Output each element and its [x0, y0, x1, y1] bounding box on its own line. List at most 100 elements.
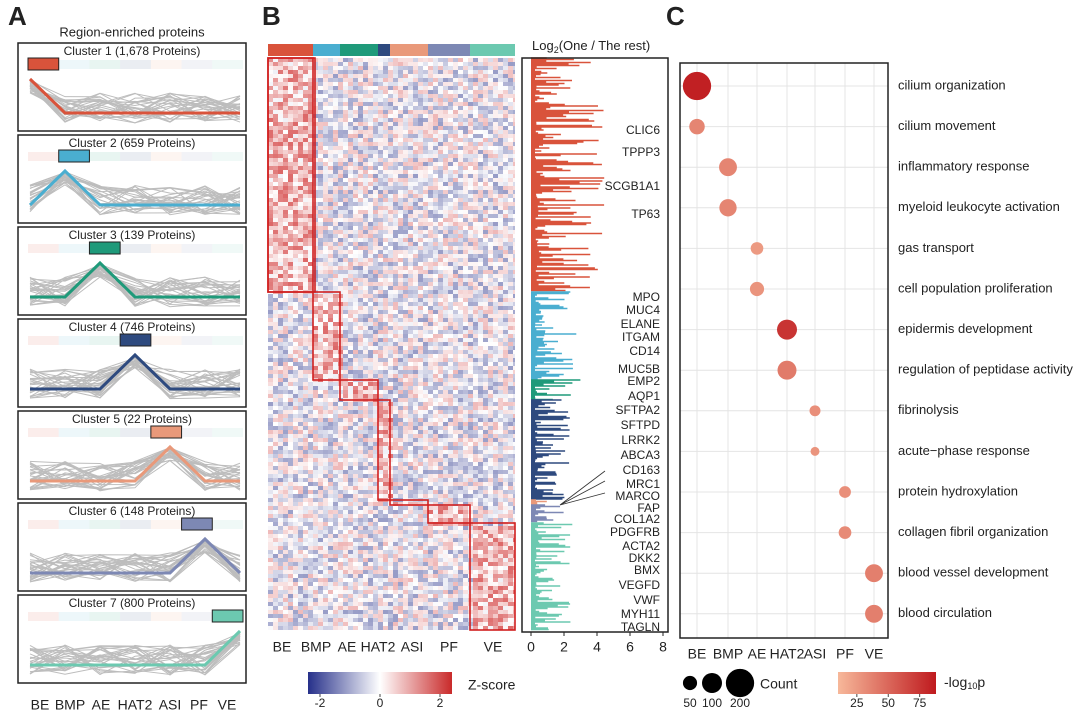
heatmap-cell — [473, 274, 478, 278]
heatmap-cell — [293, 326, 298, 330]
region-strip — [212, 520, 243, 529]
heatmap-cell — [273, 294, 278, 298]
heatmap-cell — [453, 402, 458, 406]
heatmap-cell — [453, 142, 458, 146]
heatmap-cell — [343, 126, 348, 130]
heatmap-cell — [418, 66, 423, 70]
heatmap-cell — [348, 430, 353, 434]
heatmap-cell — [268, 410, 273, 414]
heatmap-cell — [388, 290, 393, 294]
heatmap-cell — [418, 210, 423, 214]
heatmap-cell — [498, 254, 503, 258]
heatmap-cell — [418, 270, 423, 274]
heatmap-cell — [398, 106, 403, 110]
heatmap-cell — [473, 314, 478, 318]
heatmap-cell — [438, 94, 443, 98]
heatmap-cell — [273, 394, 278, 398]
heatmap-cell — [503, 290, 508, 294]
heatmap-cell — [488, 214, 493, 218]
heatmap-cell — [423, 266, 428, 270]
heatmap-cell — [473, 282, 478, 286]
heatmap-cell — [378, 410, 383, 414]
heatmap-cell — [368, 302, 373, 306]
heatmap-cell — [353, 230, 358, 234]
heatmap-cell — [503, 342, 508, 346]
heatmap-cell — [328, 298, 333, 302]
heatmap-cell — [323, 210, 328, 214]
heatmap-cell — [353, 322, 358, 326]
heatmap-cell — [303, 122, 308, 126]
heatmap-cell — [478, 262, 483, 266]
heatmap-cell — [413, 282, 418, 286]
heatmap-cell — [483, 286, 488, 290]
heatmap-cell — [303, 350, 308, 354]
heatmap-cell — [438, 406, 443, 410]
heatmap-cell — [348, 242, 353, 246]
heatmap-cell — [393, 122, 398, 126]
heatmap-cell — [298, 94, 303, 98]
heatmap-cell — [473, 390, 478, 394]
heatmap-cell — [338, 82, 343, 86]
heatmap-cell — [268, 374, 273, 378]
heatmap-cell — [498, 382, 503, 386]
heatmap-cell — [443, 158, 448, 162]
heatmap-cell — [278, 318, 283, 322]
heatmap-cell — [303, 382, 308, 386]
heatmap-cell — [493, 78, 498, 82]
heatmap-cell — [483, 182, 488, 186]
heatmap-cell — [468, 86, 473, 90]
heatmap-cell — [278, 74, 283, 78]
heatmap-cell — [438, 170, 443, 174]
heatmap-cell — [428, 114, 433, 118]
heatmap-cell — [473, 258, 478, 262]
heatmap-cell — [408, 130, 413, 134]
heatmap-cell — [288, 258, 293, 262]
heatmap-cell — [398, 294, 403, 298]
heatmap-cell — [323, 330, 328, 334]
heatmap-cell — [308, 146, 313, 150]
heatmap-cell — [343, 382, 348, 386]
heatmap-cell — [508, 422, 513, 426]
heatmap-cell — [278, 146, 283, 150]
heatmap-cell — [303, 426, 308, 430]
heatmap-cell — [423, 370, 428, 374]
heatmap-cell — [288, 190, 293, 194]
heatmap-cell — [448, 346, 453, 350]
heatmap-cell — [423, 294, 428, 298]
heatmap-cell — [393, 242, 398, 246]
heatmap-cell — [463, 262, 468, 266]
heatmap-cell — [508, 138, 513, 142]
heatmap-cell — [308, 382, 313, 386]
heatmap-cell — [463, 74, 468, 78]
heatmap-cell — [418, 294, 423, 298]
heatmap-cell — [403, 298, 408, 302]
heatmap-cell — [393, 218, 398, 222]
cluster-profile — [30, 629, 242, 667]
heatmap-cell — [278, 226, 283, 230]
heatmap-cell — [293, 110, 298, 114]
heatmap-cell — [458, 334, 463, 338]
heatmap-cell — [388, 122, 393, 126]
heatmap-cell — [363, 58, 368, 62]
heatmap-cell — [443, 82, 448, 86]
heatmap-cell — [398, 206, 403, 210]
heatmap-cell — [478, 130, 483, 134]
heatmap-cell — [293, 334, 298, 338]
heatmap-cell — [298, 370, 303, 374]
heatmap-cell — [418, 350, 423, 354]
heatmap-cell — [423, 366, 428, 370]
heatmap-cell — [273, 110, 278, 114]
heatmap-cell — [303, 202, 308, 206]
heatmap-cell — [378, 362, 383, 366]
heatmap-cell — [283, 58, 288, 62]
heatmap-cell — [428, 302, 433, 306]
heatmap-cell — [453, 194, 458, 198]
heatmap-cell — [463, 234, 468, 238]
heatmap-cell — [388, 78, 393, 82]
heatmap-cell — [398, 422, 403, 426]
heatmap-cell — [478, 146, 483, 150]
heatmap-cell — [483, 362, 488, 366]
heatmap-cell — [423, 182, 428, 186]
panel-letter: A — [8, 1, 27, 31]
heatmap-cell — [463, 418, 468, 422]
